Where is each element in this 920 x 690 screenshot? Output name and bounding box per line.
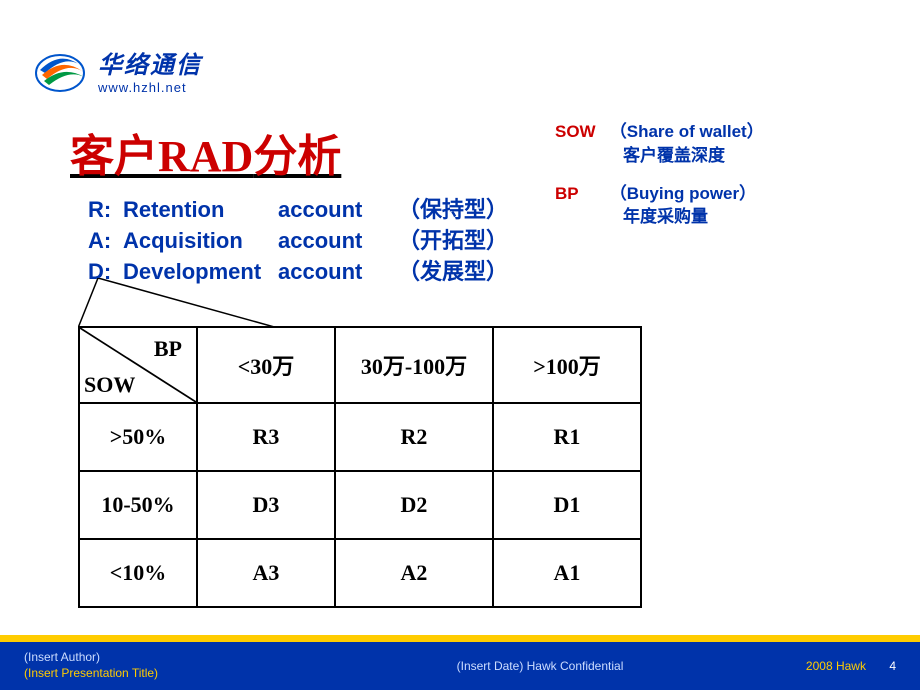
legend-en: （Share of wallet） — [610, 122, 764, 141]
footer-left: (Insert Author) (Insert Presentation Tit… — [24, 650, 324, 681]
legend-cn: 年度采购量 — [623, 205, 764, 229]
title-post: 分析 — [253, 132, 341, 181]
def-letter: A: — [88, 226, 123, 257]
col-header: <30万 — [197, 327, 335, 403]
def-row: R: Retention account （保持型） — [88, 195, 508, 226]
def-cn: （开拓型） — [398, 226, 508, 257]
row-header: 10-50% — [79, 471, 197, 539]
legend-bp: BP （Buying power） 年度采购量 — [555, 182, 764, 230]
footer-year: 2008 Hawk — [806, 659, 866, 673]
def-account: account — [278, 195, 398, 226]
footer-title: (Insert Presentation Title) — [24, 666, 324, 682]
legend-cn: 客户覆盖深度 — [623, 144, 764, 168]
connector-line-icon — [78, 278, 278, 328]
def-account: account — [278, 257, 398, 288]
row-header: <10% — [79, 539, 197, 607]
logo-swirl-icon — [30, 45, 90, 95]
def-cn: （发展型） — [398, 257, 508, 288]
footer-author: (Insert Author) — [24, 650, 324, 666]
def-cn: （保持型） — [398, 195, 508, 226]
slide-title: 客户RAD分析 — [70, 120, 341, 184]
matrix-cell: D2 — [335, 471, 493, 539]
legend-sow: SOW （Share of wallet） 客户覆盖深度 — [555, 120, 764, 168]
matrix-cell: D3 — [197, 471, 335, 539]
slide: 华络通信 www.hzhl.net 客户RAD分析 R: Retention a… — [0, 0, 920, 690]
logo-area: 华络通信 www.hzhl.net — [30, 45, 202, 95]
matrix-cell: D1 — [493, 471, 641, 539]
def-account: account — [278, 226, 398, 257]
matrix-cell: R1 — [493, 403, 641, 471]
legend-label: SOW — [555, 120, 605, 144]
matrix-cell: A2 — [335, 539, 493, 607]
footer-center: (Insert Date) Hawk Confidential — [324, 659, 756, 673]
row-header: >50% — [79, 403, 197, 471]
def-letter: R: — [88, 195, 123, 226]
footer-bar: (Insert Author) (Insert Presentation Tit… — [0, 642, 920, 690]
corner-cell: BP SOW — [79, 327, 197, 403]
logo-text-url: www.hzhl.net — [98, 80, 202, 95]
matrix-cell: A1 — [493, 539, 641, 607]
footer-accent-bar — [0, 635, 920, 642]
footer-right: 2008 Hawk 4 — [756, 659, 896, 673]
definitions-block: R: Retention account （保持型） A: Acquisitio… — [88, 195, 508, 287]
legend-en: （Buying power） — [610, 184, 756, 203]
col-header: >100万 — [493, 327, 641, 403]
def-word: Retention — [123, 195, 278, 226]
col-header: 30万-100万 — [335, 327, 493, 403]
title-mid: RAD — [158, 132, 253, 181]
rad-matrix-table: BP SOW <30万 30万-100万 >100万 >50% R3 R2 R1… — [78, 326, 642, 608]
legend-block: SOW （Share of wallet） 客户覆盖深度 BP （Buying … — [555, 120, 764, 243]
footer-page: 4 — [889, 659, 896, 673]
matrix-cell: R3 — [197, 403, 335, 471]
matrix-cell: A3 — [197, 539, 335, 607]
title-pre: 客户 — [70, 132, 158, 181]
corner-sow-label: SOW — [84, 372, 135, 398]
corner-bp-label: BP — [154, 336, 182, 362]
logo-text: 华络通信 www.hzhl.net — [98, 45, 202, 95]
def-row: A: Acquisition account （开拓型） — [88, 226, 508, 257]
matrix-cell: R2 — [335, 403, 493, 471]
def-word: Acquisition — [123, 226, 278, 257]
legend-label: BP — [555, 182, 605, 206]
logo-text-cn: 华络通信 — [98, 45, 202, 80]
